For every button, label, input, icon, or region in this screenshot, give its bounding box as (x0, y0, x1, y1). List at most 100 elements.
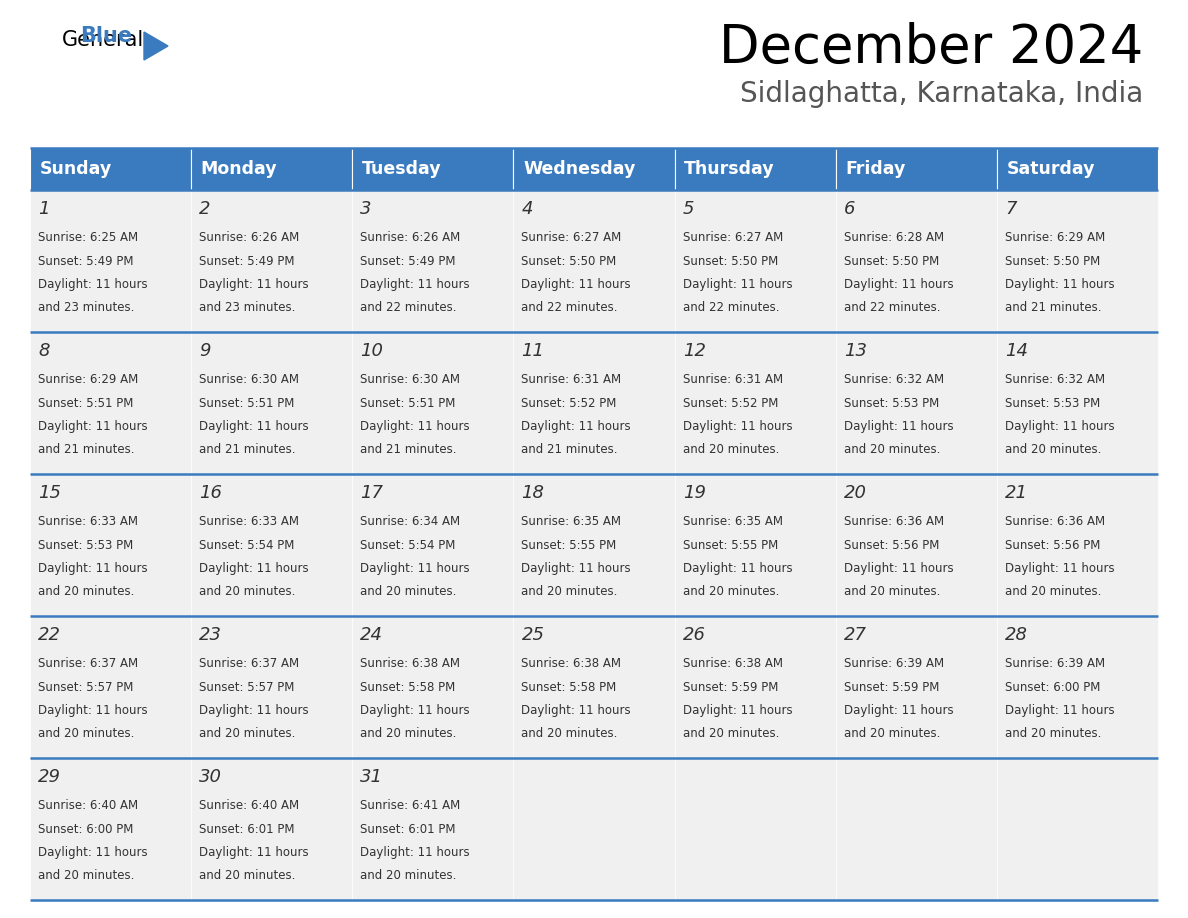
Bar (191, 332, 353, 474)
Text: 8: 8 (38, 341, 50, 360)
Text: 14: 14 (1005, 341, 1028, 360)
Text: Sunrise: 6:30 AM: Sunrise: 6:30 AM (360, 374, 460, 386)
Text: Daylight: 11 hours: Daylight: 11 hours (200, 846, 309, 859)
Text: Daylight: 11 hours: Daylight: 11 hours (683, 420, 792, 433)
Text: Sunrise: 6:39 AM: Sunrise: 6:39 AM (843, 657, 944, 670)
Text: 20: 20 (843, 484, 867, 502)
Bar (835, 758, 997, 900)
Text: Sunrise: 6:39 AM: Sunrise: 6:39 AM (1005, 657, 1105, 670)
Bar (675, 148, 835, 190)
Text: Sunrise: 6:40 AM: Sunrise: 6:40 AM (38, 800, 138, 812)
Bar (997, 758, 1158, 900)
Bar (513, 332, 675, 474)
Text: Monday: Monday (201, 160, 278, 178)
Text: Sunset: 5:54 PM: Sunset: 5:54 PM (200, 539, 295, 552)
Text: 11: 11 (522, 341, 544, 360)
Text: Sunset: 5:51 PM: Sunset: 5:51 PM (360, 397, 456, 409)
Bar (675, 332, 835, 474)
Text: Sunrise: 6:34 AM: Sunrise: 6:34 AM (360, 515, 461, 528)
Bar (835, 474, 997, 616)
Bar (997, 148, 1158, 190)
Text: Daylight: 11 hours: Daylight: 11 hours (522, 562, 631, 575)
Text: Sunset: 5:53 PM: Sunset: 5:53 PM (1005, 397, 1100, 409)
Text: Sunset: 5:49 PM: Sunset: 5:49 PM (360, 254, 456, 268)
Text: Daylight: 11 hours: Daylight: 11 hours (843, 704, 954, 717)
Bar (997, 190, 1158, 332)
Bar (513, 758, 675, 900)
Bar (353, 616, 513, 758)
Text: Daylight: 11 hours: Daylight: 11 hours (843, 420, 954, 433)
Text: Sunrise: 6:32 AM: Sunrise: 6:32 AM (1005, 374, 1105, 386)
Text: Daylight: 11 hours: Daylight: 11 hours (1005, 420, 1114, 433)
Bar (675, 190, 835, 332)
Text: Daylight: 11 hours: Daylight: 11 hours (843, 562, 954, 575)
Text: and 23 minutes.: and 23 minutes. (38, 301, 134, 315)
Text: Sunset: 5:51 PM: Sunset: 5:51 PM (38, 397, 133, 409)
Text: Sunset: 5:59 PM: Sunset: 5:59 PM (683, 680, 778, 694)
Text: and 20 minutes.: and 20 minutes. (522, 586, 618, 599)
Text: and 20 minutes.: and 20 minutes. (843, 443, 940, 456)
Text: Daylight: 11 hours: Daylight: 11 hours (200, 562, 309, 575)
Text: and 20 minutes.: and 20 minutes. (683, 727, 779, 741)
Text: December 2024: December 2024 (719, 22, 1143, 74)
Bar (997, 474, 1158, 616)
Text: Daylight: 11 hours: Daylight: 11 hours (360, 278, 470, 291)
Text: Daylight: 11 hours: Daylight: 11 hours (683, 704, 792, 717)
Bar (513, 190, 675, 332)
Text: Sunrise: 6:25 AM: Sunrise: 6:25 AM (38, 231, 138, 244)
Bar (513, 474, 675, 616)
Text: Sunrise: 6:35 AM: Sunrise: 6:35 AM (683, 515, 783, 528)
Text: 10: 10 (360, 341, 384, 360)
Bar (30, 758, 191, 900)
Text: Friday: Friday (846, 160, 905, 178)
Text: 18: 18 (522, 484, 544, 502)
Text: Sunset: 6:00 PM: Sunset: 6:00 PM (1005, 680, 1100, 694)
Text: and 23 minutes.: and 23 minutes. (200, 301, 296, 315)
Bar (513, 148, 675, 190)
Text: 5: 5 (683, 200, 694, 218)
Bar (997, 616, 1158, 758)
Text: Sunrise: 6:38 AM: Sunrise: 6:38 AM (522, 657, 621, 670)
Text: and 20 minutes.: and 20 minutes. (200, 727, 296, 741)
Text: 4: 4 (522, 200, 533, 218)
Text: Sunset: 5:56 PM: Sunset: 5:56 PM (1005, 539, 1100, 552)
Text: Sunset: 5:49 PM: Sunset: 5:49 PM (38, 254, 133, 268)
Bar (675, 616, 835, 758)
Text: 17: 17 (360, 484, 384, 502)
Text: and 20 minutes.: and 20 minutes. (1005, 727, 1101, 741)
Text: 31: 31 (360, 768, 384, 786)
Bar (513, 616, 675, 758)
Text: 27: 27 (843, 626, 867, 644)
Text: Daylight: 11 hours: Daylight: 11 hours (522, 420, 631, 433)
Bar (191, 190, 353, 332)
Bar (835, 148, 997, 190)
Text: Sunset: 5:50 PM: Sunset: 5:50 PM (522, 254, 617, 268)
Text: Daylight: 11 hours: Daylight: 11 hours (522, 278, 631, 291)
Text: and 20 minutes.: and 20 minutes. (1005, 586, 1101, 599)
Text: Sunrise: 6:30 AM: Sunrise: 6:30 AM (200, 374, 299, 386)
Text: Sunrise: 6:28 AM: Sunrise: 6:28 AM (843, 231, 944, 244)
Text: Sunset: 5:50 PM: Sunset: 5:50 PM (683, 254, 778, 268)
Text: Daylight: 11 hours: Daylight: 11 hours (200, 420, 309, 433)
Text: and 20 minutes.: and 20 minutes. (683, 586, 779, 599)
Text: Daylight: 11 hours: Daylight: 11 hours (1005, 278, 1114, 291)
Text: 12: 12 (683, 341, 706, 360)
Text: Sunset: 5:57 PM: Sunset: 5:57 PM (200, 680, 295, 694)
Text: Sidlaghatta, Karnataka, India: Sidlaghatta, Karnataka, India (740, 80, 1143, 108)
Text: Sunset: 5:49 PM: Sunset: 5:49 PM (200, 254, 295, 268)
Text: Daylight: 11 hours: Daylight: 11 hours (38, 704, 147, 717)
Text: 29: 29 (38, 768, 61, 786)
Bar (997, 332, 1158, 474)
Text: Sunset: 5:55 PM: Sunset: 5:55 PM (683, 539, 778, 552)
Text: Daylight: 11 hours: Daylight: 11 hours (1005, 704, 1114, 717)
Text: and 21 minutes.: and 21 minutes. (1005, 301, 1101, 315)
Text: Daylight: 11 hours: Daylight: 11 hours (200, 278, 309, 291)
Text: Sunset: 5:52 PM: Sunset: 5:52 PM (683, 397, 778, 409)
Text: Sunset: 5:55 PM: Sunset: 5:55 PM (522, 539, 617, 552)
Text: Sunset: 5:53 PM: Sunset: 5:53 PM (843, 397, 939, 409)
Text: and 20 minutes.: and 20 minutes. (843, 727, 940, 741)
Bar (30, 190, 191, 332)
Bar (191, 758, 353, 900)
Text: Daylight: 11 hours: Daylight: 11 hours (200, 704, 309, 717)
Text: Sunrise: 6:35 AM: Sunrise: 6:35 AM (522, 515, 621, 528)
